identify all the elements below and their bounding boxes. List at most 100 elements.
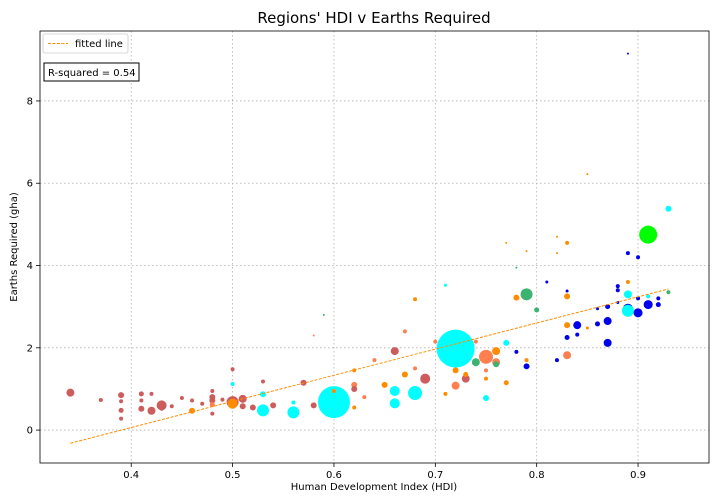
data-point bbox=[362, 395, 367, 400]
x-tick-label: 0.4 bbox=[123, 470, 139, 481]
chart-title: Regions' HDI v Earths Required bbox=[257, 9, 490, 27]
data-point bbox=[603, 338, 612, 347]
x-tick-label: 0.6 bbox=[326, 470, 342, 481]
data-point bbox=[646, 294, 651, 299]
data-point bbox=[656, 296, 661, 301]
data-point bbox=[138, 391, 144, 397]
grid-lines bbox=[40, 31, 709, 463]
data-point bbox=[260, 391, 266, 398]
data-point bbox=[312, 334, 315, 337]
y-tick-label: 8 bbox=[27, 96, 33, 107]
data-point bbox=[623, 290, 632, 299]
data-point bbox=[603, 317, 612, 326]
y-tick-label: 4 bbox=[27, 261, 33, 272]
data-point bbox=[118, 407, 124, 413]
data-point bbox=[563, 351, 572, 360]
data-point bbox=[239, 403, 246, 410]
data-point bbox=[452, 367, 459, 374]
r-squared-annotation: R-squared = 0.54 bbox=[43, 62, 140, 82]
fitted-line bbox=[70, 288, 669, 444]
x-tick-label: 0.9 bbox=[630, 470, 646, 481]
data-point bbox=[626, 52, 629, 55]
data-point bbox=[413, 297, 418, 302]
annotation-box bbox=[43, 62, 140, 82]
data-point bbox=[351, 381, 358, 388]
data-point bbox=[479, 349, 493, 364]
data-point bbox=[596, 307, 599, 311]
plot-frame bbox=[39, 30, 710, 464]
data-point bbox=[138, 405, 145, 412]
data-point bbox=[484, 376, 488, 381]
data-point bbox=[230, 382, 235, 387]
data-point bbox=[505, 241, 508, 244]
data-point bbox=[643, 300, 653, 310]
x-axis-ticks: 0.4 0.5 0.6 0.7 0.8 0.9 bbox=[123, 463, 646, 481]
data-point bbox=[287, 406, 300, 419]
data-point bbox=[615, 284, 620, 289]
data-point bbox=[408, 386, 423, 401]
data-point bbox=[484, 368, 488, 373]
data-point bbox=[471, 358, 480, 367]
data-point bbox=[524, 358, 529, 363]
r-squared-text: R-squared = 0.54 bbox=[48, 68, 136, 79]
data-point bbox=[390, 347, 399, 356]
data-point bbox=[433, 339, 438, 344]
data-point bbox=[625, 279, 630, 284]
data-point bbox=[473, 339, 478, 344]
data-point bbox=[139, 398, 144, 403]
data-point bbox=[149, 391, 154, 396]
legend: fitted line bbox=[42, 33, 129, 54]
data-point bbox=[461, 374, 470, 383]
x-tick-label: 0.7 bbox=[427, 470, 443, 481]
data-point bbox=[159, 406, 164, 411]
data-point bbox=[389, 386, 400, 396]
data-point bbox=[372, 358, 377, 363]
data-point bbox=[503, 339, 510, 346]
data-point bbox=[352, 405, 357, 410]
y-tick-label: 2 bbox=[27, 343, 33, 354]
data-point bbox=[381, 381, 388, 388]
y-axis-label: Earths Required (gha) bbox=[9, 192, 20, 302]
data-point bbox=[463, 372, 469, 378]
data-point bbox=[443, 283, 447, 287]
y-tick-label: 6 bbox=[27, 179, 33, 190]
data-point bbox=[586, 173, 589, 176]
data-point bbox=[351, 385, 358, 392]
data-point bbox=[555, 252, 558, 255]
data-point bbox=[443, 391, 448, 396]
data-point bbox=[98, 398, 103, 403]
data-point bbox=[621, 304, 634, 317]
data-point bbox=[420, 373, 431, 384]
plot-area bbox=[40, 31, 709, 463]
data-point bbox=[503, 380, 509, 386]
data-point bbox=[322, 313, 325, 316]
data-point bbox=[585, 326, 589, 330]
y-axis-ticks: 0 2 4 6 8 bbox=[27, 96, 40, 437]
data-point bbox=[564, 322, 571, 329]
data-point bbox=[156, 400, 167, 411]
data-point bbox=[514, 349, 519, 354]
data-point bbox=[169, 404, 174, 409]
data-point bbox=[605, 304, 611, 310]
data-point bbox=[636, 255, 641, 260]
data-point bbox=[525, 250, 528, 253]
data-point bbox=[534, 307, 540, 313]
y-tick-label: 0 bbox=[27, 426, 33, 437]
data-point bbox=[575, 332, 580, 337]
data-point bbox=[573, 321, 582, 330]
data-point bbox=[595, 321, 600, 327]
data-point bbox=[331, 389, 336, 393]
data-point bbox=[513, 294, 520, 301]
data-point bbox=[230, 367, 235, 372]
data-point bbox=[520, 288, 533, 301]
x-axis-label: Human Development Index (HDI) bbox=[291, 482, 458, 493]
data-point bbox=[666, 290, 671, 295]
data-point bbox=[261, 379, 265, 384]
x-tick-label: 0.5 bbox=[225, 470, 241, 481]
data-point bbox=[436, 329, 475, 368]
data-point bbox=[483, 394, 489, 401]
data-point bbox=[270, 402, 277, 409]
data-point bbox=[633, 308, 643, 318]
scatter-points bbox=[66, 52, 672, 421]
